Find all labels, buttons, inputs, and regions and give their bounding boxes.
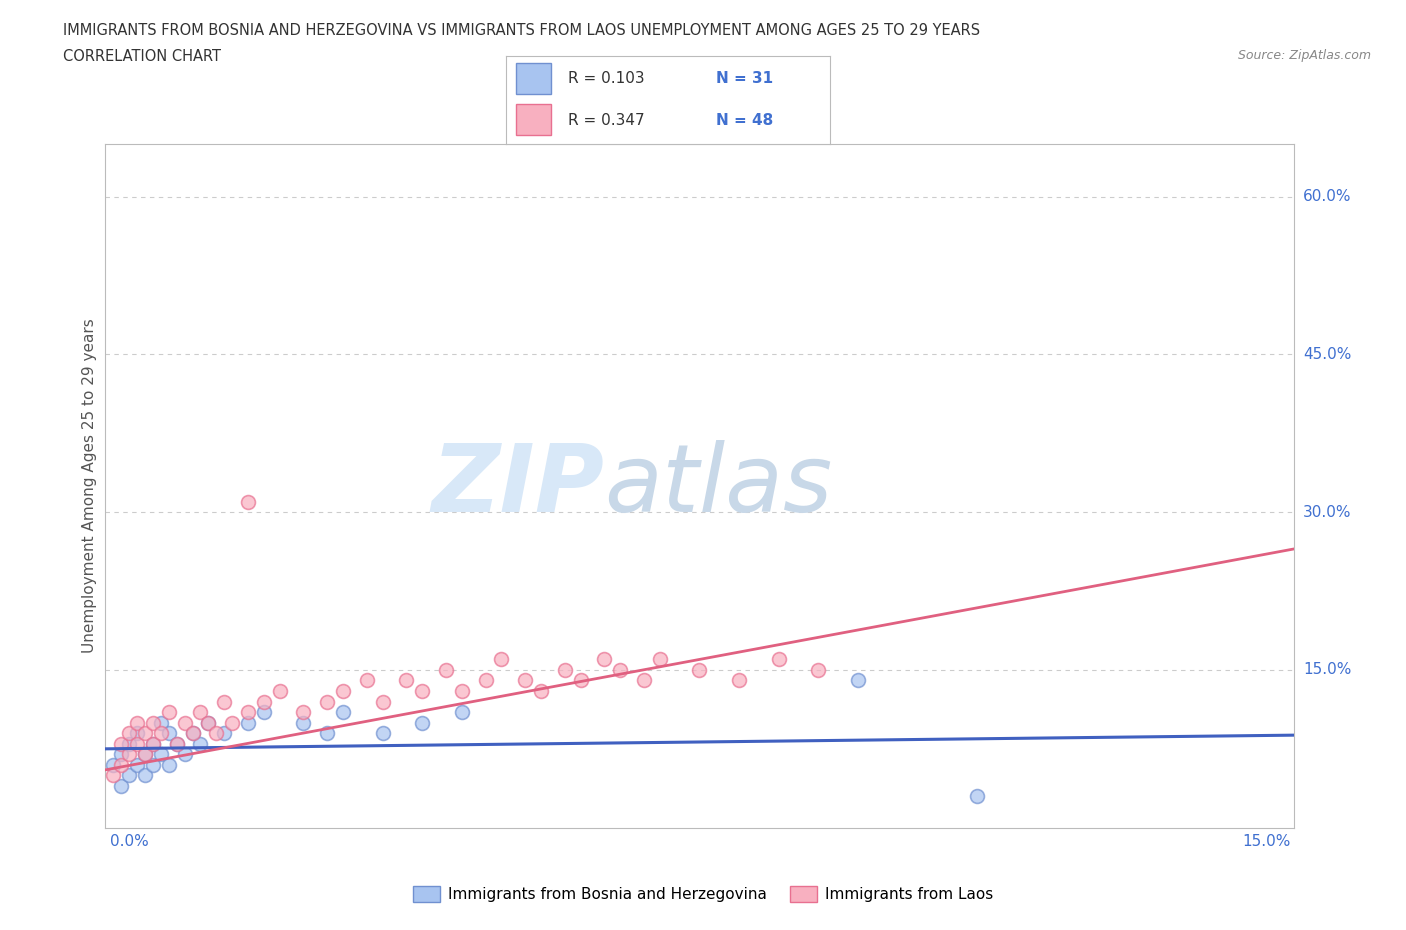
Point: [474, 673, 496, 688]
Point: [173, 715, 195, 730]
Point: [450, 684, 472, 698]
Text: 60.0%: 60.0%: [1303, 189, 1351, 205]
Point: [205, 725, 228, 740]
Point: [142, 737, 165, 751]
Text: 30.0%: 30.0%: [1303, 505, 1351, 520]
Point: [149, 725, 172, 740]
Point: [118, 747, 141, 762]
Text: 15.0%: 15.0%: [1243, 834, 1291, 849]
Text: ZIP: ZIP: [432, 440, 605, 532]
Text: IMMIGRANTS FROM BOSNIA AND HERZEGOVINA VS IMMIGRANTS FROM LAOS UNEMPLOYMENT AMON: IMMIGRANTS FROM BOSNIA AND HERZEGOVINA V…: [63, 23, 980, 38]
Text: 0.0%: 0.0%: [110, 834, 149, 849]
Point: [728, 673, 751, 688]
Point: [157, 757, 180, 772]
Point: [127, 757, 149, 772]
Point: [292, 715, 315, 730]
Point: [190, 705, 212, 720]
Legend: Immigrants from Bosnia and Herzegovina, Immigrants from Laos: Immigrants from Bosnia and Herzegovina, …: [406, 880, 1000, 909]
Point: [118, 725, 141, 740]
Text: 15.0%: 15.0%: [1303, 662, 1351, 677]
Point: [181, 725, 204, 740]
Point: [236, 715, 259, 730]
Point: [569, 673, 592, 688]
Point: [332, 705, 354, 720]
Point: [127, 725, 149, 740]
Point: [491, 652, 513, 667]
Point: [134, 747, 156, 762]
Point: [142, 737, 165, 751]
Point: [127, 715, 149, 730]
Point: [197, 715, 219, 730]
Point: [332, 684, 354, 698]
Point: [395, 673, 418, 688]
Point: [411, 715, 433, 730]
Point: [807, 662, 830, 677]
Point: [450, 705, 472, 720]
Text: R = 0.347: R = 0.347: [568, 113, 644, 127]
Point: [221, 715, 243, 730]
Text: N = 31: N = 31: [716, 72, 773, 86]
Point: [110, 757, 132, 772]
Point: [356, 673, 378, 688]
Point: [609, 662, 631, 677]
Point: [110, 778, 132, 793]
Point: [846, 673, 869, 688]
Text: atlas: atlas: [605, 441, 832, 531]
Point: [173, 747, 195, 762]
Point: [236, 494, 259, 509]
Text: CORRELATION CHART: CORRELATION CHART: [63, 49, 221, 64]
Text: 45.0%: 45.0%: [1303, 347, 1351, 362]
Point: [316, 725, 339, 740]
Point: [157, 725, 180, 740]
Point: [214, 694, 236, 709]
FancyBboxPatch shape: [516, 104, 551, 136]
Text: Source: ZipAtlas.com: Source: ZipAtlas.com: [1237, 49, 1371, 62]
Point: [157, 705, 180, 720]
Point: [689, 662, 711, 677]
Point: [768, 652, 790, 667]
Point: [166, 737, 188, 751]
Y-axis label: Unemployment Among Ages 25 to 29 years: Unemployment Among Ages 25 to 29 years: [82, 319, 97, 653]
Point: [554, 662, 576, 677]
Point: [118, 737, 141, 751]
Point: [103, 757, 125, 772]
Point: [648, 652, 671, 667]
Point: [434, 662, 457, 677]
Point: [411, 684, 433, 698]
Point: [134, 767, 156, 782]
Text: R = 0.103: R = 0.103: [568, 72, 644, 86]
Point: [118, 767, 141, 782]
Point: [134, 725, 156, 740]
Point: [127, 737, 149, 751]
Point: [142, 715, 165, 730]
Point: [633, 673, 655, 688]
FancyBboxPatch shape: [516, 63, 551, 94]
Point: [149, 747, 172, 762]
Point: [269, 684, 291, 698]
Point: [181, 725, 204, 740]
Point: [371, 725, 394, 740]
Point: [110, 747, 132, 762]
Point: [103, 767, 125, 782]
Text: N = 48: N = 48: [716, 113, 773, 127]
Point: [253, 705, 276, 720]
Point: [593, 652, 616, 667]
Point: [236, 705, 259, 720]
Point: [190, 737, 212, 751]
Point: [292, 705, 315, 720]
Point: [371, 694, 394, 709]
Point: [253, 694, 276, 709]
Point: [515, 673, 537, 688]
Point: [316, 694, 339, 709]
Point: [134, 747, 156, 762]
Point: [110, 737, 132, 751]
Point: [142, 757, 165, 772]
Point: [214, 725, 236, 740]
Point: [530, 684, 553, 698]
Point: [197, 715, 219, 730]
Point: [149, 715, 172, 730]
Point: [166, 737, 188, 751]
Point: [966, 789, 988, 804]
